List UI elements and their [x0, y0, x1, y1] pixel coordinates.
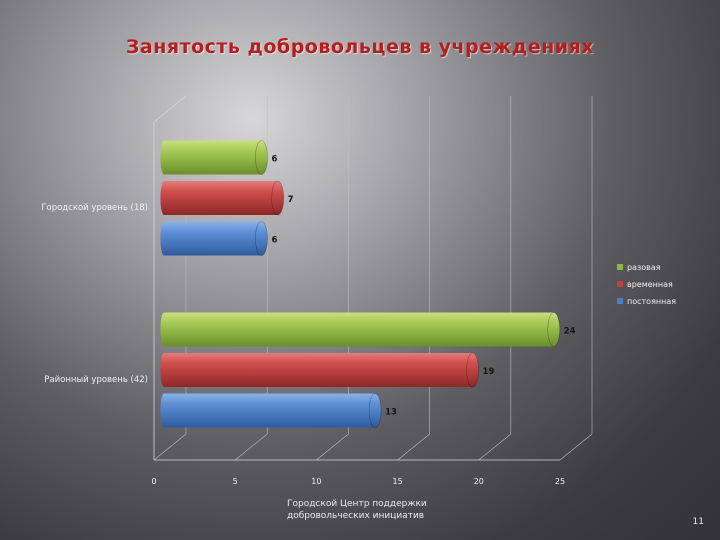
chart-legend: разовая временная постоянная — [617, 263, 676, 306]
bar-cap — [255, 221, 268, 256]
gridline-floor — [559, 433, 593, 461]
legend-swatch — [617, 298, 623, 304]
data-label: 13 — [385, 408, 397, 418]
bar-cap — [255, 140, 268, 175]
x-tick-label: 20 — [474, 477, 484, 486]
legend-label: постоянная — [627, 297, 676, 306]
bar — [160, 221, 268, 256]
bar — [160, 352, 479, 388]
data-label: 24 — [564, 327, 576, 337]
slide-title: Занятость добровольцев в учреждениях — [125, 36, 595, 58]
data-label: 19 — [483, 367, 495, 377]
chart-labels: 0 5 10 15 20 25 Городской уровень (18) 6 7 6 Район… — [41, 155, 575, 487]
bar-cap — [271, 180, 284, 216]
bar-body — [164, 393, 376, 428]
legend-label: временная — [627, 280, 673, 289]
data-label: 6 — [271, 155, 277, 165]
bar-body — [164, 140, 262, 175]
legend-label: разовая — [627, 263, 661, 272]
bar-start-cap — [160, 312, 168, 347]
bar — [160, 140, 268, 175]
footer-text: Городской Центр поддержки добровольчески… — [287, 498, 487, 522]
bar-start-cap — [160, 393, 168, 428]
chart-bars — [160, 140, 561, 428]
gridline-floor — [316, 433, 349, 461]
gridline-floor — [235, 433, 268, 461]
bar-start-cap — [160, 353, 168, 387]
x-tick-label: 0 — [151, 477, 156, 486]
x-tick-label: 15 — [393, 477, 403, 486]
bar — [160, 180, 284, 216]
bar-cap — [368, 393, 382, 428]
bar-start-cap — [160, 140, 168, 175]
bar-body — [164, 181, 278, 215]
page-number: 11 — [692, 517, 704, 527]
footer-line-2: добровольческих инициатив — [287, 511, 425, 521]
category-label: Районный уровень (42) — [44, 375, 148, 385]
bar-body — [164, 221, 262, 256]
gridline-floor — [397, 433, 430, 461]
data-label: 7 — [288, 195, 294, 205]
bar-cap — [466, 352, 479, 388]
bar-body — [164, 312, 554, 347]
x-tick-label: 10 — [311, 477, 321, 486]
x-tick-label: 25 — [555, 477, 565, 486]
legend-swatch — [617, 264, 623, 270]
bar-start-cap — [160, 221, 168, 256]
bar — [160, 393, 382, 428]
axis-floor-edge — [153, 433, 187, 461]
gridline-floor — [478, 433, 511, 461]
legend-swatch — [617, 281, 623, 287]
footer-line-1: Городской Центр поддержки — [287, 499, 427, 509]
bar-start-cap — [160, 181, 168, 215]
axis-wall-top — [153, 95, 187, 123]
bar-body — [164, 353, 473, 387]
bar — [160, 312, 561, 347]
x-tick-label: 5 — [233, 477, 238, 486]
category-label: Городской уровень (18) — [41, 203, 148, 213]
bar-cap — [547, 312, 561, 347]
data-label: 6 — [271, 236, 277, 246]
